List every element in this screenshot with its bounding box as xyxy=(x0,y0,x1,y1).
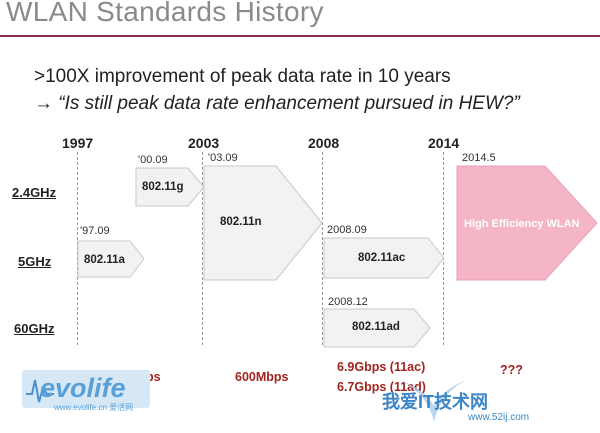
timeline-guide-2014 xyxy=(443,152,444,345)
year-2008: 2008 xyxy=(308,135,340,151)
evolife-logo-icon xyxy=(22,370,150,408)
watermark-text: 我爱IT技术网 xyxy=(382,392,488,412)
band-60ghz: 60GHz xyxy=(14,321,55,336)
title-divider xyxy=(0,35,600,37)
rate-600mbps: 600Mbps xyxy=(235,370,289,384)
band-2-4ghz: 2.4GHz xyxy=(12,185,57,200)
logo-subtext: www.evolife.cn 爱活网 xyxy=(54,403,134,412)
label-80211g: 802.11g xyxy=(142,181,184,193)
arrow-box-80211ac xyxy=(323,237,445,279)
watermark-url: www.52ij.com xyxy=(468,412,530,423)
rate-6-9gbps: 6.9Gbps (11ac) xyxy=(337,360,426,374)
label-80211ac: 802.11ac xyxy=(358,252,406,264)
year-2003: 2003 xyxy=(188,135,220,151)
timeline-guide-2008 xyxy=(322,152,323,345)
arrow-box-80211g xyxy=(135,167,205,207)
watermark-bird-icon xyxy=(400,380,466,422)
right-arrow-icon: → xyxy=(34,93,53,114)
year-2014: 2014 xyxy=(428,135,460,151)
bullet-improvement: >100X improvement of peak data rate in 1… xyxy=(34,66,451,87)
label-80211a: 802.11a xyxy=(84,254,125,266)
date-hew: 2014.5 xyxy=(462,152,496,164)
date-80211ad: 2008.12 xyxy=(328,296,368,308)
date-80211a: '97.09 xyxy=(80,225,110,237)
rate-6-7gbps: 6.7Gbps (11ad) xyxy=(337,380,426,394)
date-80211n: '03.09 xyxy=(208,152,238,164)
date-80211g: '00.09 xyxy=(138,154,168,166)
year-1997: 1997 xyxy=(62,135,94,151)
date-80211ac: 2008.09 xyxy=(327,224,367,236)
arrow-box-80211ad xyxy=(323,308,431,348)
label-80211n: 802.11n xyxy=(220,216,262,228)
arrow-box-80211a xyxy=(77,240,145,278)
rate-unknown: ??? xyxy=(500,363,523,377)
bullet-question: → “Is still peak data rate enhancement p… xyxy=(34,93,520,115)
question-text: “Is still peak data rate enhancement pur… xyxy=(58,93,520,114)
arrow-box-80211n xyxy=(203,165,323,281)
timeline-guide-2003 xyxy=(202,152,203,345)
label-80211ad: 802.11ad xyxy=(352,321,400,333)
logo-text: evolife xyxy=(40,373,126,403)
arrow-box-hew xyxy=(456,165,598,281)
slide-title: WLAN Standards History xyxy=(6,0,324,27)
band-5ghz: 5GHz xyxy=(18,254,52,269)
label-hew: High Efficiency WLAN xyxy=(464,218,580,230)
